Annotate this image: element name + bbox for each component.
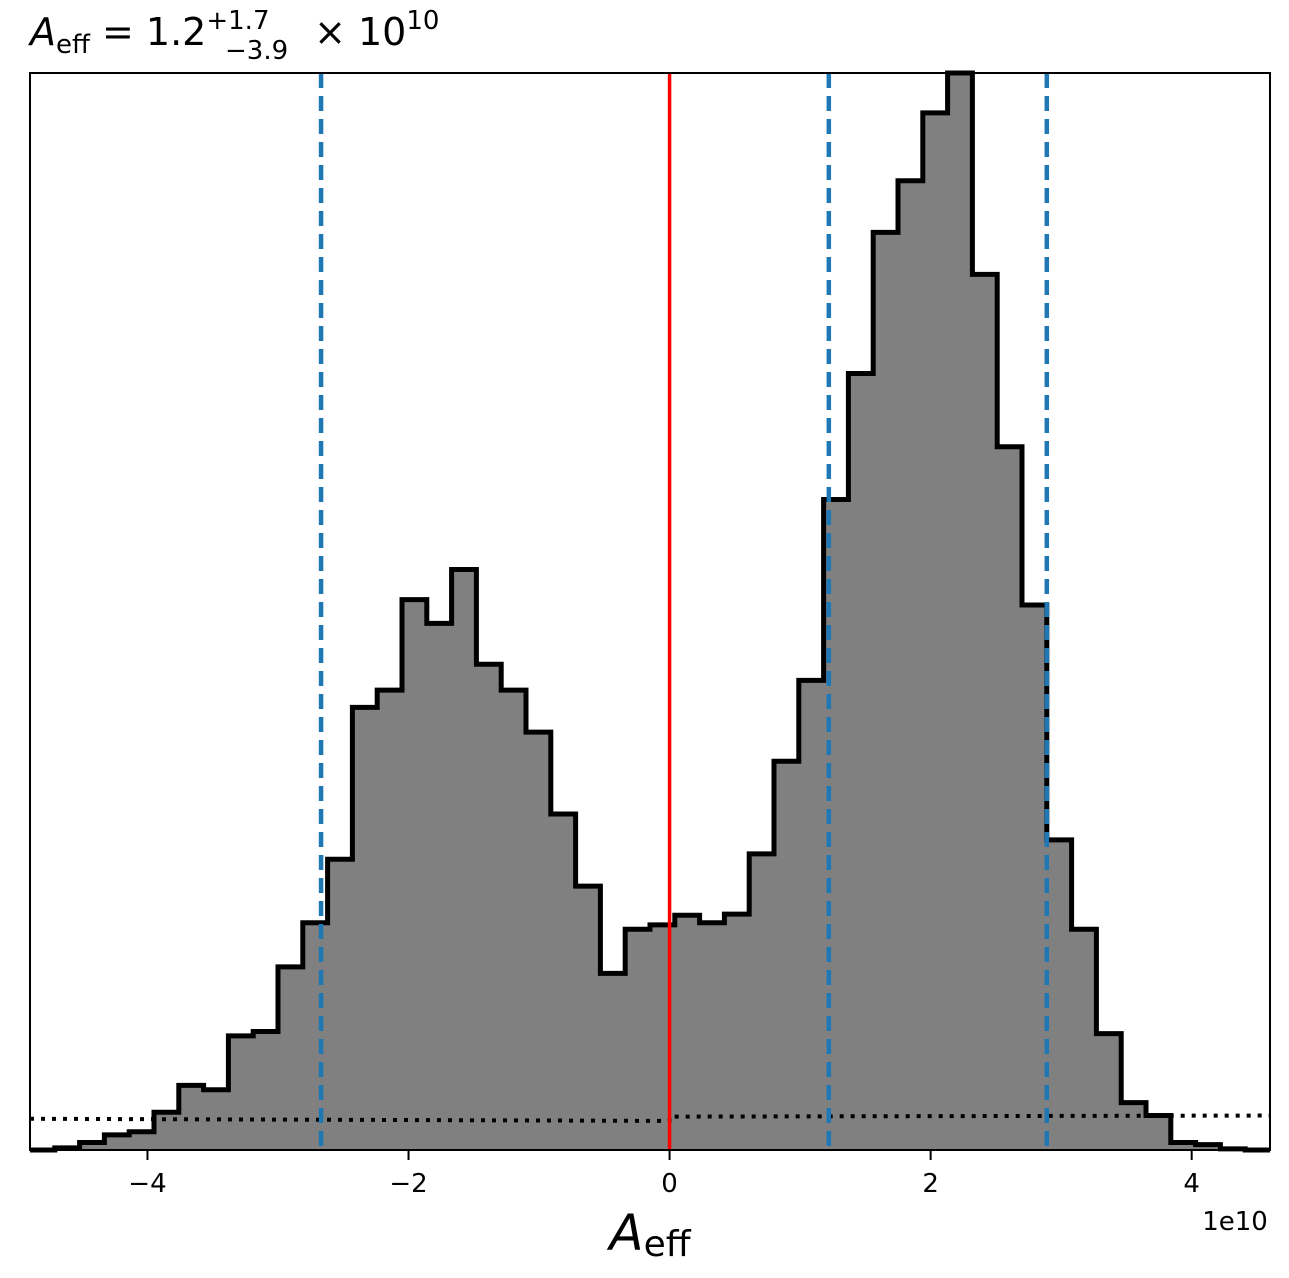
axes-frame: [29, 72, 1271, 1151]
histogram-bar: [600, 973, 626, 1150]
histogram-bar: [451, 569, 477, 1150]
x-axis-label-symbol: A: [606, 1204, 643, 1262]
histogram-bar: [724, 914, 750, 1150]
histogram-bar: [1146, 1115, 1172, 1150]
histogram-bar: [625, 929, 651, 1150]
x-tick-label: 4: [1183, 1169, 1200, 1199]
histogram-bar: [1046, 839, 1073, 1150]
histogram-bar: [1195, 1144, 1221, 1150]
histogram-bar: [377, 690, 403, 1150]
histogram-bar: [848, 373, 874, 1150]
histogram-bar: [898, 180, 924, 1150]
histogram-bar: [228, 1035, 254, 1150]
x-tick-label: 2: [922, 1169, 939, 1199]
histogram-bar: [1096, 1033, 1122, 1150]
histogram-bar: [278, 966, 304, 1150]
plot-area: [29, 70, 1271, 1153]
histogram-bar: [575, 886, 601, 1150]
histogram-bar: [774, 761, 800, 1150]
histogram-bar: [302, 922, 329, 1150]
histogram-bar: [650, 924, 676, 1150]
histogram-bar: [550, 813, 577, 1150]
histogram-bar: [79, 1142, 105, 1150]
title-symbol-sub: eff: [56, 30, 91, 60]
histogram-bar: [426, 623, 453, 1150]
histogram-bar: [253, 1031, 279, 1150]
histogram-bar: [674, 915, 701, 1150]
histogram-bar: [352, 707, 378, 1150]
x-tick-label: −2: [389, 1169, 427, 1199]
histogram-bar: [104, 1134, 130, 1150]
histogram-bar: [1071, 929, 1097, 1150]
histogram-bar: [922, 112, 949, 1150]
title-times: × 10: [302, 10, 406, 54]
histogram-bar: [1121, 1102, 1147, 1150]
chart-title: Aeff = 1.2+1.7 −3.9 × 1010: [27, 6, 439, 66]
histogram-bar: [402, 599, 428, 1150]
histogram-bar: [947, 73, 973, 1150]
histogram-bar: [129, 1131, 155, 1150]
x-axis: −4 −2 0 2 4: [128, 1150, 1200, 1199]
histogram-bar: [699, 922, 725, 1150]
histogram-bar: [1170, 1142, 1197, 1150]
x-axis-label: Aeff: [606, 1204, 691, 1265]
title-symbol: A: [27, 10, 56, 54]
title-exponent: 10: [406, 6, 439, 36]
histogram-bar: [798, 680, 825, 1150]
x-axis-label-sub: eff: [644, 1224, 692, 1265]
histogram-bar: [526, 732, 552, 1150]
x-tick-label: −4: [128, 1169, 166, 1199]
title-upper-error: +1.7: [206, 6, 269, 36]
histogram-outline: [30, 70, 1270, 1153]
title-lower-error: −3.9: [225, 36, 288, 66]
histogram-bar: [476, 664, 502, 1150]
histogram-bar: [997, 446, 1023, 1150]
histogram-bar: [1022, 605, 1048, 1150]
histogram-bar: [327, 859, 353, 1150]
histogram-bar: [178, 1085, 205, 1150]
histogram-bar: [873, 232, 899, 1150]
x-tick-label: 0: [661, 1169, 678, 1199]
x-offset-label: 1e10: [1202, 1207, 1268, 1237]
histogram-bar: [972, 274, 998, 1150]
histogram-bar: [501, 690, 527, 1150]
histogram-bar: [749, 853, 775, 1150]
title-equals: = 1.2: [90, 10, 206, 54]
